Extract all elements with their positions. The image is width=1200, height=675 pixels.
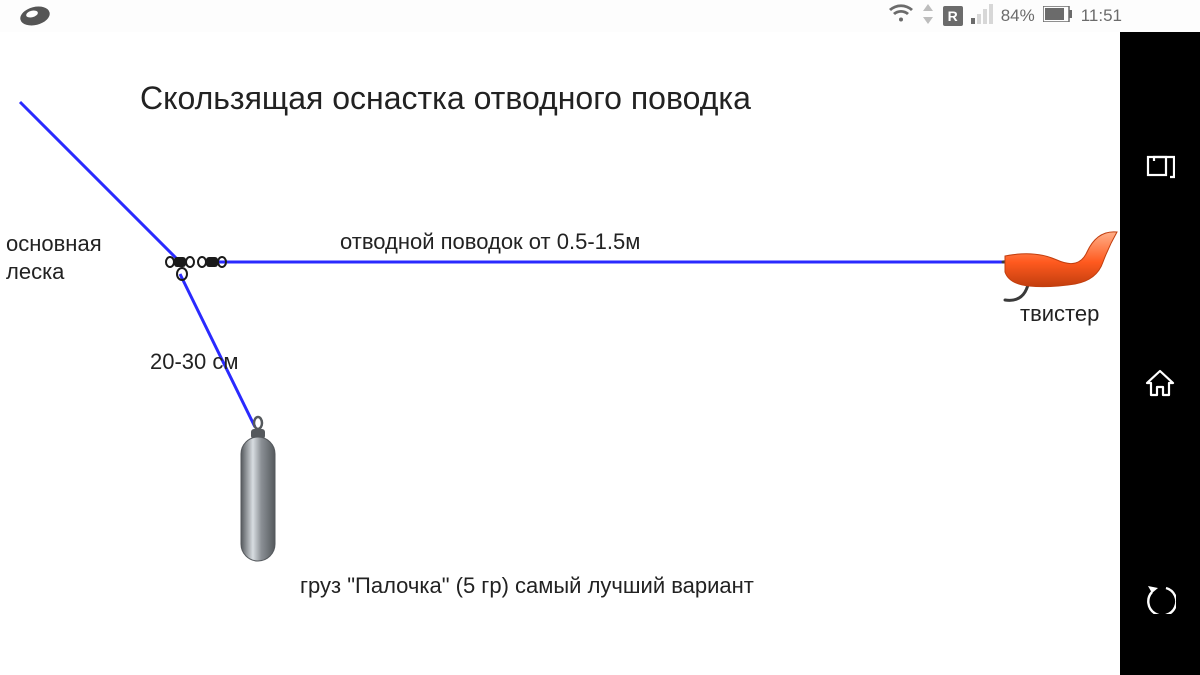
- label-leader: отводной поводок от 0.5-1.5м: [340, 228, 640, 256]
- clock-text: 11:51: [1081, 6, 1122, 26]
- updown-icon: [921, 4, 935, 29]
- label-main-line: основнаялеска: [6, 230, 102, 285]
- status-icons: R 84% 11:51: [889, 4, 1122, 29]
- browser-logo-icon: [18, 4, 52, 33]
- label-twister: твистер: [1020, 300, 1099, 328]
- roaming-badge: R: [943, 6, 963, 26]
- battery-text: 84%: [1001, 6, 1035, 26]
- recent-apps-button[interactable]: [1138, 147, 1182, 191]
- label-weight: груз "Палочка" (5 гр) самый лучший вариа…: [300, 572, 754, 600]
- label-drop-length: 20-30 см: [150, 348, 239, 376]
- diagram-title: Скользящая оснастка отводного поводка: [140, 80, 751, 117]
- signal-icon: [971, 4, 993, 29]
- status-bar: R 84% 11:51: [0, 0, 1200, 33]
- back-button[interactable]: [1138, 576, 1182, 620]
- android-nav-bar: [1120, 32, 1200, 675]
- battery-icon: [1043, 6, 1073, 27]
- screen: R 84% 11:51 Скользящая оснастка отводног…: [0, 0, 1200, 675]
- home-button[interactable]: [1138, 361, 1182, 405]
- diagram-area: Скользящая оснастка отводного поводка ос…: [0, 32, 1120, 675]
- wifi-icon: [889, 4, 913, 29]
